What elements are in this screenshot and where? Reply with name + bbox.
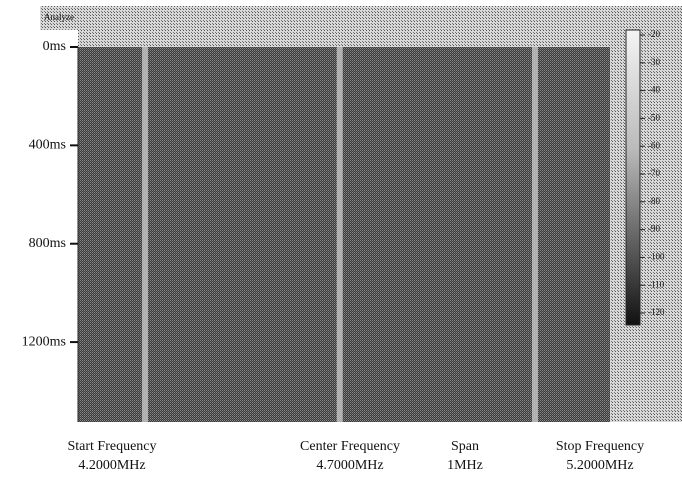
signal-trace (142, 47, 149, 422)
y-tick-label: 0ms (43, 39, 66, 54)
window-title: Analyze (44, 12, 74, 22)
y-tick-label: 1200ms (22, 334, 66, 349)
footer-value: 1MHz (447, 458, 483, 473)
footer-title: Start Frequency (67, 439, 156, 454)
color-tick-label: -40 (648, 85, 660, 95)
signal-trace (336, 47, 343, 422)
top-margin (78, 30, 610, 47)
footer-value: 4.2000MHz (78, 458, 145, 473)
signal-trace (531, 47, 538, 422)
footer-title: Stop Frequency (556, 439, 644, 454)
footer-title: Span (451, 439, 479, 454)
y-tick-label: 400ms (29, 138, 66, 153)
color-tick-label: -50 (648, 112, 660, 122)
footer-title: Center Frequency (300, 439, 400, 454)
color-tick-label: -110 (648, 279, 665, 289)
color-tick-label: -60 (648, 140, 660, 150)
spectrogram-area (78, 47, 610, 422)
y-tick-label: 800ms (29, 236, 66, 251)
footer-value: 5.2000MHz (566, 458, 633, 473)
color-tick-label: -20 (648, 29, 660, 39)
color-tick-label: -80 (648, 196, 660, 206)
footer-value: 4.7000MHz (316, 458, 383, 473)
color-tick-label: -70 (648, 168, 660, 178)
color-tick-label: -120 (648, 307, 665, 317)
side-panel (610, 30, 682, 422)
title-bar (40, 6, 682, 30)
color-bar (625, 29, 641, 326)
color-tick-label: -30 (648, 57, 660, 67)
color-tick-label: -100 (648, 251, 665, 261)
color-tick-label: -90 (648, 224, 660, 234)
